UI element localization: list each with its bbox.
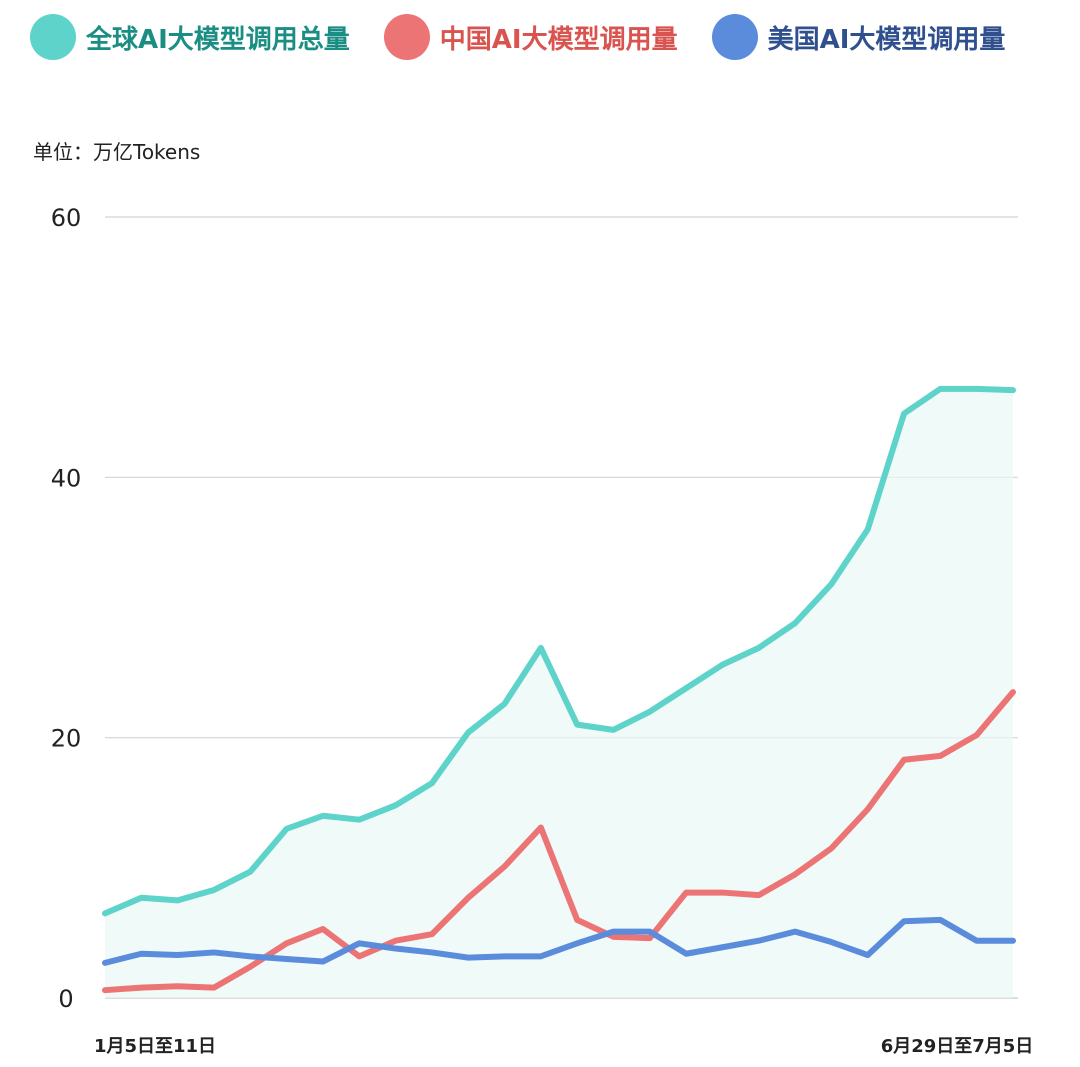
series-line-global: [102, 385, 1016, 917]
y-tick-label-60: 60: [51, 204, 82, 232]
x-tick-label-last: 6月29日至7月5日: [881, 1036, 1034, 1057]
legend-swatch-china: [383, 14, 430, 60]
area-fill-global: [105, 388, 1013, 998]
y-tick-label-40: 40: [51, 464, 82, 492]
series-line-usa: [102, 916, 1016, 966]
legend-label-global: 全球AI大模型调用总量: [86, 24, 350, 55]
x-tick-label-first: 1月5日至11日: [94, 1036, 216, 1057]
legend-label-usa: 美国AI大模型调用量: [767, 24, 1006, 55]
legend-item-global: 全球AI大模型调用总量: [30, 14, 350, 60]
legend-swatch-usa: [711, 14, 758, 60]
legend-item-china: 中国AI大模型调用量: [383, 14, 678, 60]
legend-label-china: 中国AI大模型调用量: [439, 24, 678, 55]
chart-legend: 全球AI大模型调用总量 中国AI大模型调用量 美国AI大模型调用量: [30, 14, 1039, 60]
y-tick-label-0: 0: [58, 985, 73, 1013]
legend-swatch-global: [30, 14, 76, 60]
y-axis-unit-label: 单位：万亿Tokens: [33, 140, 201, 164]
legend-item-usa: 美国AI大模型调用量: [711, 14, 1006, 60]
series-line-china: [102, 689, 1016, 994]
y-tick-label-20: 20: [51, 725, 82, 753]
